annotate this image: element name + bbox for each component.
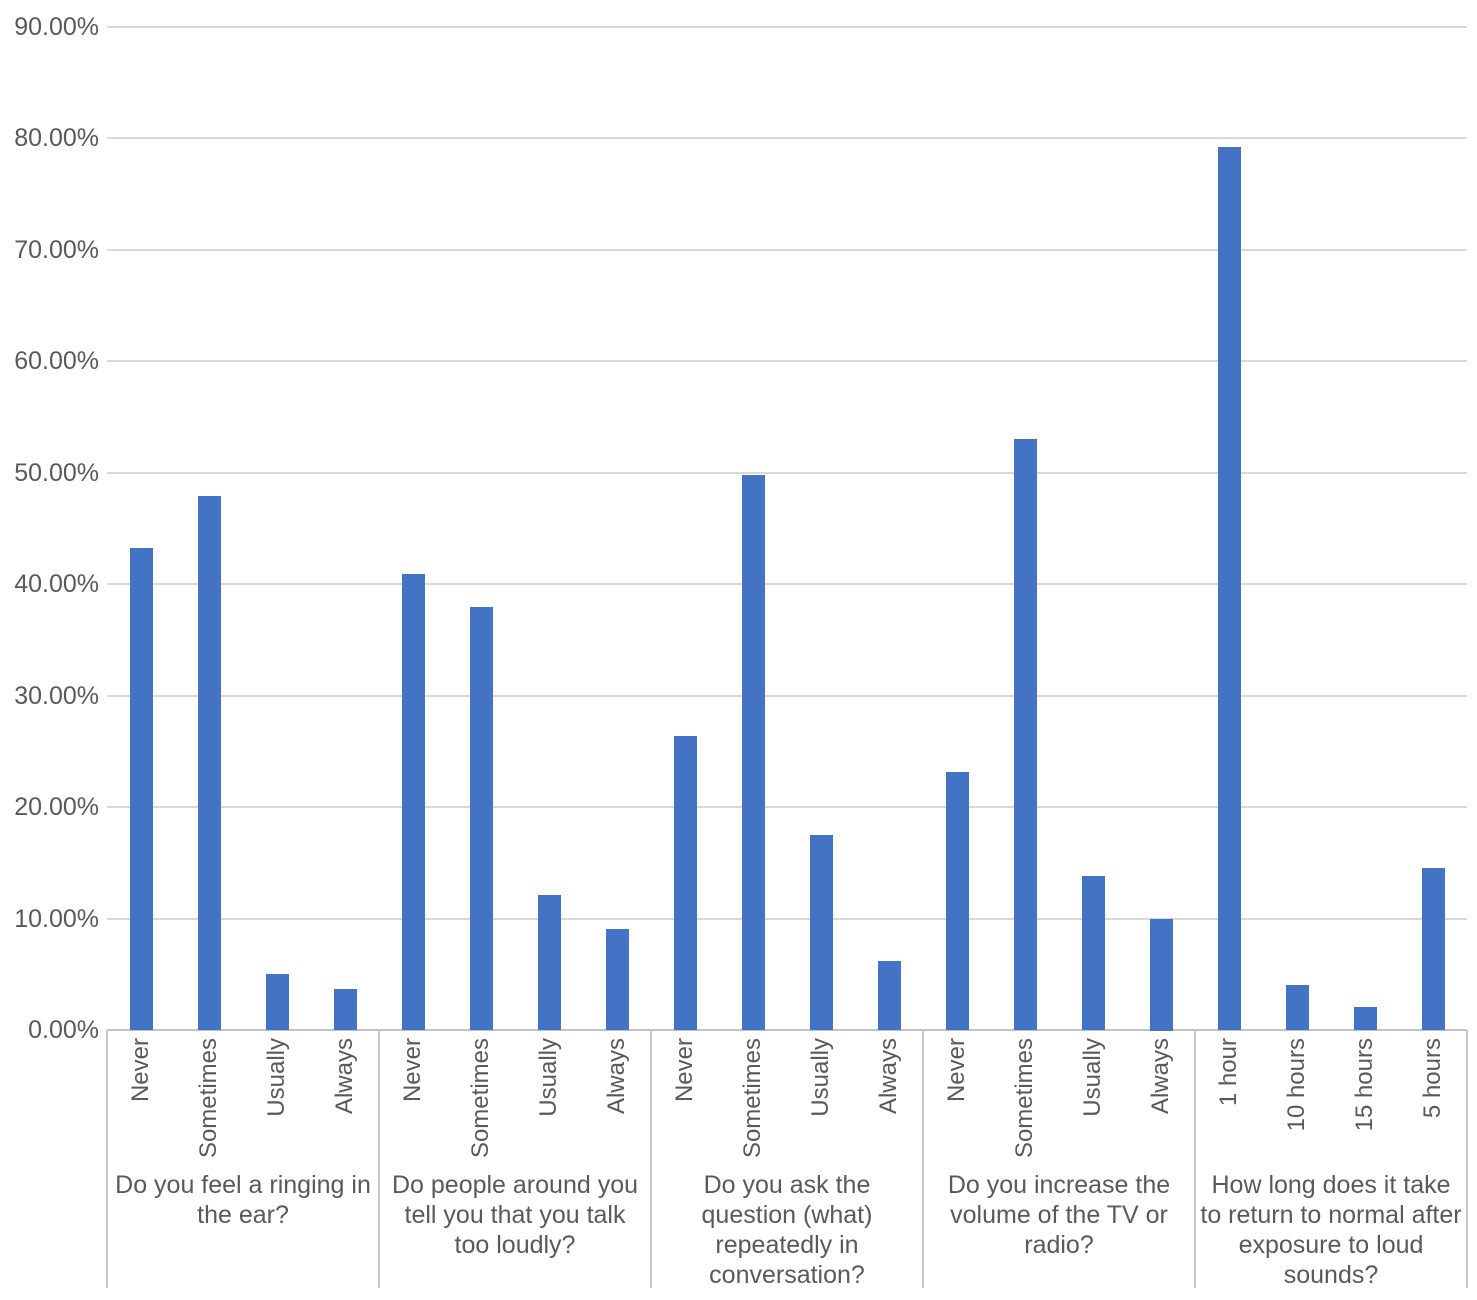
category-tick-label: Usually — [260, 1038, 294, 1188]
y-axis-tick-label: 20.00% — [14, 793, 99, 821]
bar — [674, 736, 697, 1030]
category-tick-label: 1 hour — [1212, 1038, 1246, 1188]
category-tick-label-text: 10 hours — [1283, 1038, 1310, 1132]
category-group-separator — [650, 1030, 652, 1288]
y-axis-tick-label: 0.00% — [28, 1016, 99, 1044]
y-axis-tick-label: 10.00% — [14, 904, 99, 933]
bar — [1354, 1007, 1377, 1030]
category-tick-label: Usually — [532, 1038, 566, 1188]
category-tick-label-text: Never — [943, 1038, 970, 1103]
category-group-separator — [1466, 1030, 1468, 1288]
category-tick-label-text: Sometimes — [467, 1038, 494, 1159]
gridline — [107, 25, 1467, 28]
category-tick-label: Sometimes — [736, 1038, 770, 1188]
bar — [130, 548, 153, 1030]
bar — [266, 974, 289, 1030]
bar — [742, 475, 765, 1030]
bar — [1218, 147, 1241, 1030]
y-axis-tick-label: 70.00% — [14, 235, 99, 264]
category-tick-label-text: Usually — [535, 1038, 562, 1117]
bar — [1422, 868, 1445, 1030]
category-tick-label: Usually — [1076, 1038, 1110, 1188]
gridline — [107, 806, 1467, 808]
gridline — [107, 471, 1467, 474]
y-axis-tick-label: 30.00% — [14, 681, 99, 710]
category-tick-label: 10 hours — [1280, 1038, 1314, 1188]
y-axis-tick-label: 60.00% — [14, 347, 99, 375]
gridline — [107, 583, 1467, 585]
category-tick-label: Usually — [804, 1038, 838, 1188]
gridline — [107, 360, 1467, 362]
category-tick-label-text: Never — [399, 1038, 426, 1103]
bar — [538, 895, 561, 1030]
category-tick-label-text: 1 hour — [1215, 1038, 1242, 1107]
category-group-separator — [106, 1030, 108, 1288]
category-tick-label: 15 hours — [1348, 1038, 1382, 1188]
axis-group-label: How long does it take to return to norma… — [1200, 1171, 1462, 1289]
category-tick-label-text: 15 hours — [1351, 1038, 1378, 1132]
category-tick-label: Always — [600, 1038, 634, 1188]
category-tick-label: 5 hours — [1416, 1038, 1450, 1188]
bar — [1286, 985, 1309, 1030]
category-tick-label-text: Never — [671, 1038, 698, 1103]
category-group-separator — [378, 1030, 380, 1288]
category-tick-label-text: Usually — [263, 1038, 290, 1117]
bar — [334, 989, 357, 1030]
bar — [1150, 919, 1173, 1031]
axis-group-label: Do people around you tell you that you t… — [391, 1171, 639, 1259]
category-tick-label: Never — [940, 1038, 974, 1188]
x-axis-line — [107, 1029, 1467, 1031]
bar — [470, 607, 493, 1030]
category-tick-label-text: Usually — [1079, 1038, 1106, 1117]
bar — [606, 929, 629, 1030]
y-axis-tick-label: 80.00% — [14, 124, 99, 152]
category-tick-label-text: Usually — [807, 1038, 834, 1117]
category-tick-label: Sometimes — [192, 1038, 226, 1188]
gridline — [107, 694, 1467, 697]
bar — [946, 772, 969, 1030]
category-tick-label-text: Always — [1147, 1038, 1174, 1115]
axis-group-label: Do you ask the question (what) repeatedl… — [701, 1171, 873, 1289]
category-tick-label-text: Always — [331, 1038, 358, 1115]
category-tick-label-text: Sometimes — [195, 1038, 222, 1159]
gridline — [107, 917, 1467, 920]
category-tick-label-text: Sometimes — [739, 1038, 766, 1159]
category-tick-label: Sometimes — [1008, 1038, 1042, 1188]
bar — [878, 961, 901, 1030]
category-tick-label: Never — [396, 1038, 430, 1188]
category-tick-label: Always — [1144, 1038, 1178, 1188]
bar — [198, 496, 221, 1030]
category-tick-label: Always — [328, 1038, 362, 1188]
bar — [1014, 439, 1037, 1030]
y-axis-tick-label: 40.00% — [14, 570, 99, 598]
y-axis-tick-label: 50.00% — [14, 458, 99, 487]
bar — [402, 574, 425, 1030]
y-axis-tick-label: 90.00% — [14, 12, 99, 41]
category-tick-label: Sometimes — [464, 1038, 498, 1188]
axis-group-label: Do you feel a ringing in the ear? — [115, 1171, 371, 1229]
category-tick-label-text: 5 hours — [1419, 1038, 1446, 1119]
bar — [810, 835, 833, 1030]
category-group-separator — [922, 1030, 924, 1288]
axis-group-label: Do you increase the volume of the TV or … — [947, 1171, 1171, 1259]
category-tick-label: Always — [872, 1038, 906, 1188]
category-tick-label: Never — [668, 1038, 702, 1188]
category-tick-label: Never — [124, 1038, 158, 1188]
category-tick-label-text: Never — [127, 1038, 154, 1103]
category-tick-label-text: Always — [875, 1038, 902, 1115]
gridline — [107, 248, 1467, 251]
category-tick-label-text: Sometimes — [1011, 1038, 1038, 1159]
category-group-separator — [1194, 1030, 1196, 1288]
category-tick-label-text: Always — [603, 1038, 630, 1115]
gridline — [107, 137, 1467, 139]
bar — [1082, 876, 1105, 1030]
